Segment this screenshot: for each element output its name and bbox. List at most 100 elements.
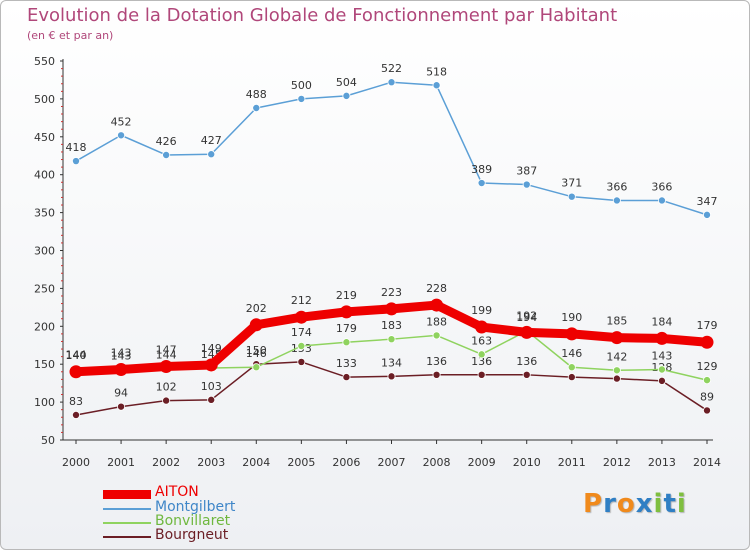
data-point-aiton (655, 331, 669, 345)
y-tick-label: 250 (34, 282, 55, 295)
data-label-bourgneut: 136 (516, 355, 537, 368)
logo-letter: r (603, 489, 617, 519)
data-point-montgilbert (703, 210, 712, 219)
data-label-bourgneut: 103 (201, 380, 222, 393)
data-label-montgilbert: 389 (471, 163, 492, 176)
data-label-bonvillaret: 194 (516, 311, 537, 324)
y-tick-label: 150 (34, 358, 55, 371)
data-label-aiton: 192 (516, 309, 537, 322)
x-tick-label: 2012 (603, 456, 631, 469)
data-point-bonvillaret (477, 350, 486, 359)
data-point-montgilbert (342, 91, 351, 100)
x-tick-label: 2010 (513, 456, 541, 469)
y-tick-label: 450 (34, 131, 55, 144)
data-label-aiton: 147 (156, 343, 177, 356)
logo-letter: x (635, 489, 654, 519)
data-label-montgilbert: 347 (697, 195, 718, 208)
data-point-bourgneut (387, 372, 396, 381)
legend-label-montgilbert: Montgilbert (155, 499, 236, 515)
x-tick-label: 2008 (423, 456, 451, 469)
legend-swatch-montgilbert (103, 508, 151, 510)
data-point-bonvillaret (432, 331, 441, 340)
data-label-bourgneut: 136 (471, 355, 492, 368)
data-point-bonvillaret (387, 335, 396, 344)
data-label-montgilbert: 522 (381, 62, 402, 75)
data-point-montgilbert (567, 192, 576, 201)
data-label-aiton: 223 (381, 286, 402, 299)
data-point-montgilbert (117, 131, 126, 140)
data-point-aiton (430, 298, 444, 312)
data-label-aiton: 199 (471, 304, 492, 317)
data-point-aiton (520, 325, 534, 339)
logo-letter: P (583, 489, 604, 519)
data-label-montgilbert: 500 (291, 79, 312, 92)
data-label-bourgneut: 150 (246, 344, 267, 357)
legend-label-bonvillaret: Bonvillaret (155, 513, 231, 529)
series-montgilbert: 418 452 426 427 488 500 504 522 518 389 387 371 366 3… (66, 62, 718, 219)
y-tick-label: 50 (41, 434, 55, 447)
data-label-bonvillaret: 146 (246, 347, 267, 360)
data-label-aiton: 219 (336, 289, 357, 302)
data-point-aiton (69, 365, 83, 379)
data-label-aiton: 228 (426, 282, 447, 295)
data-point-aiton (700, 335, 714, 349)
y-tick-label: 300 (34, 245, 55, 258)
data-label-montgilbert: 518 (426, 65, 447, 78)
data-point-bourgneut (522, 370, 531, 379)
proxiti-logo: Proxiti (583, 489, 687, 519)
x-tick-label: 2005 (287, 456, 315, 469)
legend-label-bourgneut: Bourgneut (155, 527, 229, 543)
data-label-bonvillaret: 188 (426, 315, 447, 328)
data-label-montgilbert: 371 (561, 177, 582, 190)
x-tick-label: 2014 (693, 456, 721, 469)
y-tick-label: 200 (34, 320, 55, 333)
series-line-montgilbert (75, 81, 708, 216)
data-point-montgilbert (657, 196, 666, 205)
data-label-montgilbert: 504 (336, 76, 357, 89)
data-point-montgilbert (162, 150, 171, 159)
data-label-bonvillaret: 146 (561, 347, 582, 360)
data-point-bourgneut (612, 374, 621, 383)
data-label-bonvillaret: 143 (651, 350, 672, 363)
data-point-montgilbert (207, 150, 216, 159)
data-label-montgilbert: 452 (111, 115, 132, 128)
data-point-montgilbert (72, 157, 81, 166)
data-point-aiton (339, 305, 353, 319)
data-label-montgilbert: 426 (156, 135, 177, 148)
data-point-bourgneut (657, 376, 666, 385)
x-tick-label: 2011 (558, 456, 586, 469)
x-tick-label: 2001 (107, 456, 135, 469)
x-tick-label: 2003 (197, 456, 225, 469)
logo-letter: i (653, 489, 664, 519)
data-point-bonvillaret (567, 363, 576, 372)
data-point-bourgneut (432, 370, 441, 379)
data-label-bonvillaret: 179 (336, 322, 357, 335)
x-tick-label: 2004 (242, 456, 270, 469)
data-point-aiton (565, 327, 579, 341)
legend-swatch-bourgneut (103, 536, 151, 538)
legend-swatch-bonvillaret (103, 522, 151, 524)
legend-swatch-aiton (103, 490, 151, 499)
y-tick-label: 350 (34, 207, 55, 220)
data-label-aiton: 179 (697, 319, 718, 332)
data-label-bonvillaret: 174 (291, 326, 312, 339)
data-label-bourgneut: 136 (426, 355, 447, 368)
data-point-bonvillaret (703, 376, 712, 385)
data-point-montgilbert (522, 180, 531, 189)
data-label-bourgneut: 83 (69, 395, 83, 408)
x-tick-label: 2013 (648, 456, 676, 469)
data-point-montgilbert (297, 94, 306, 103)
data-label-bourgneut: 102 (156, 381, 177, 394)
data-point-bourgneut (297, 357, 306, 366)
x-tick-label: 2009 (468, 456, 496, 469)
legend-label-aiton: AITON (155, 484, 199, 500)
data-label-aiton: 140 (66, 349, 87, 362)
data-point-bourgneut (342, 373, 351, 382)
chart-subtitle: (en € et par an) (27, 29, 114, 42)
x-tick-label: 2000 (62, 456, 90, 469)
y-tick-label: 500 (34, 93, 55, 106)
chart-title: Evolution de la Dotation Globale de Fonc… (27, 5, 618, 26)
data-point-bonvillaret (612, 366, 621, 375)
x-tick-label: 2006 (332, 456, 360, 469)
